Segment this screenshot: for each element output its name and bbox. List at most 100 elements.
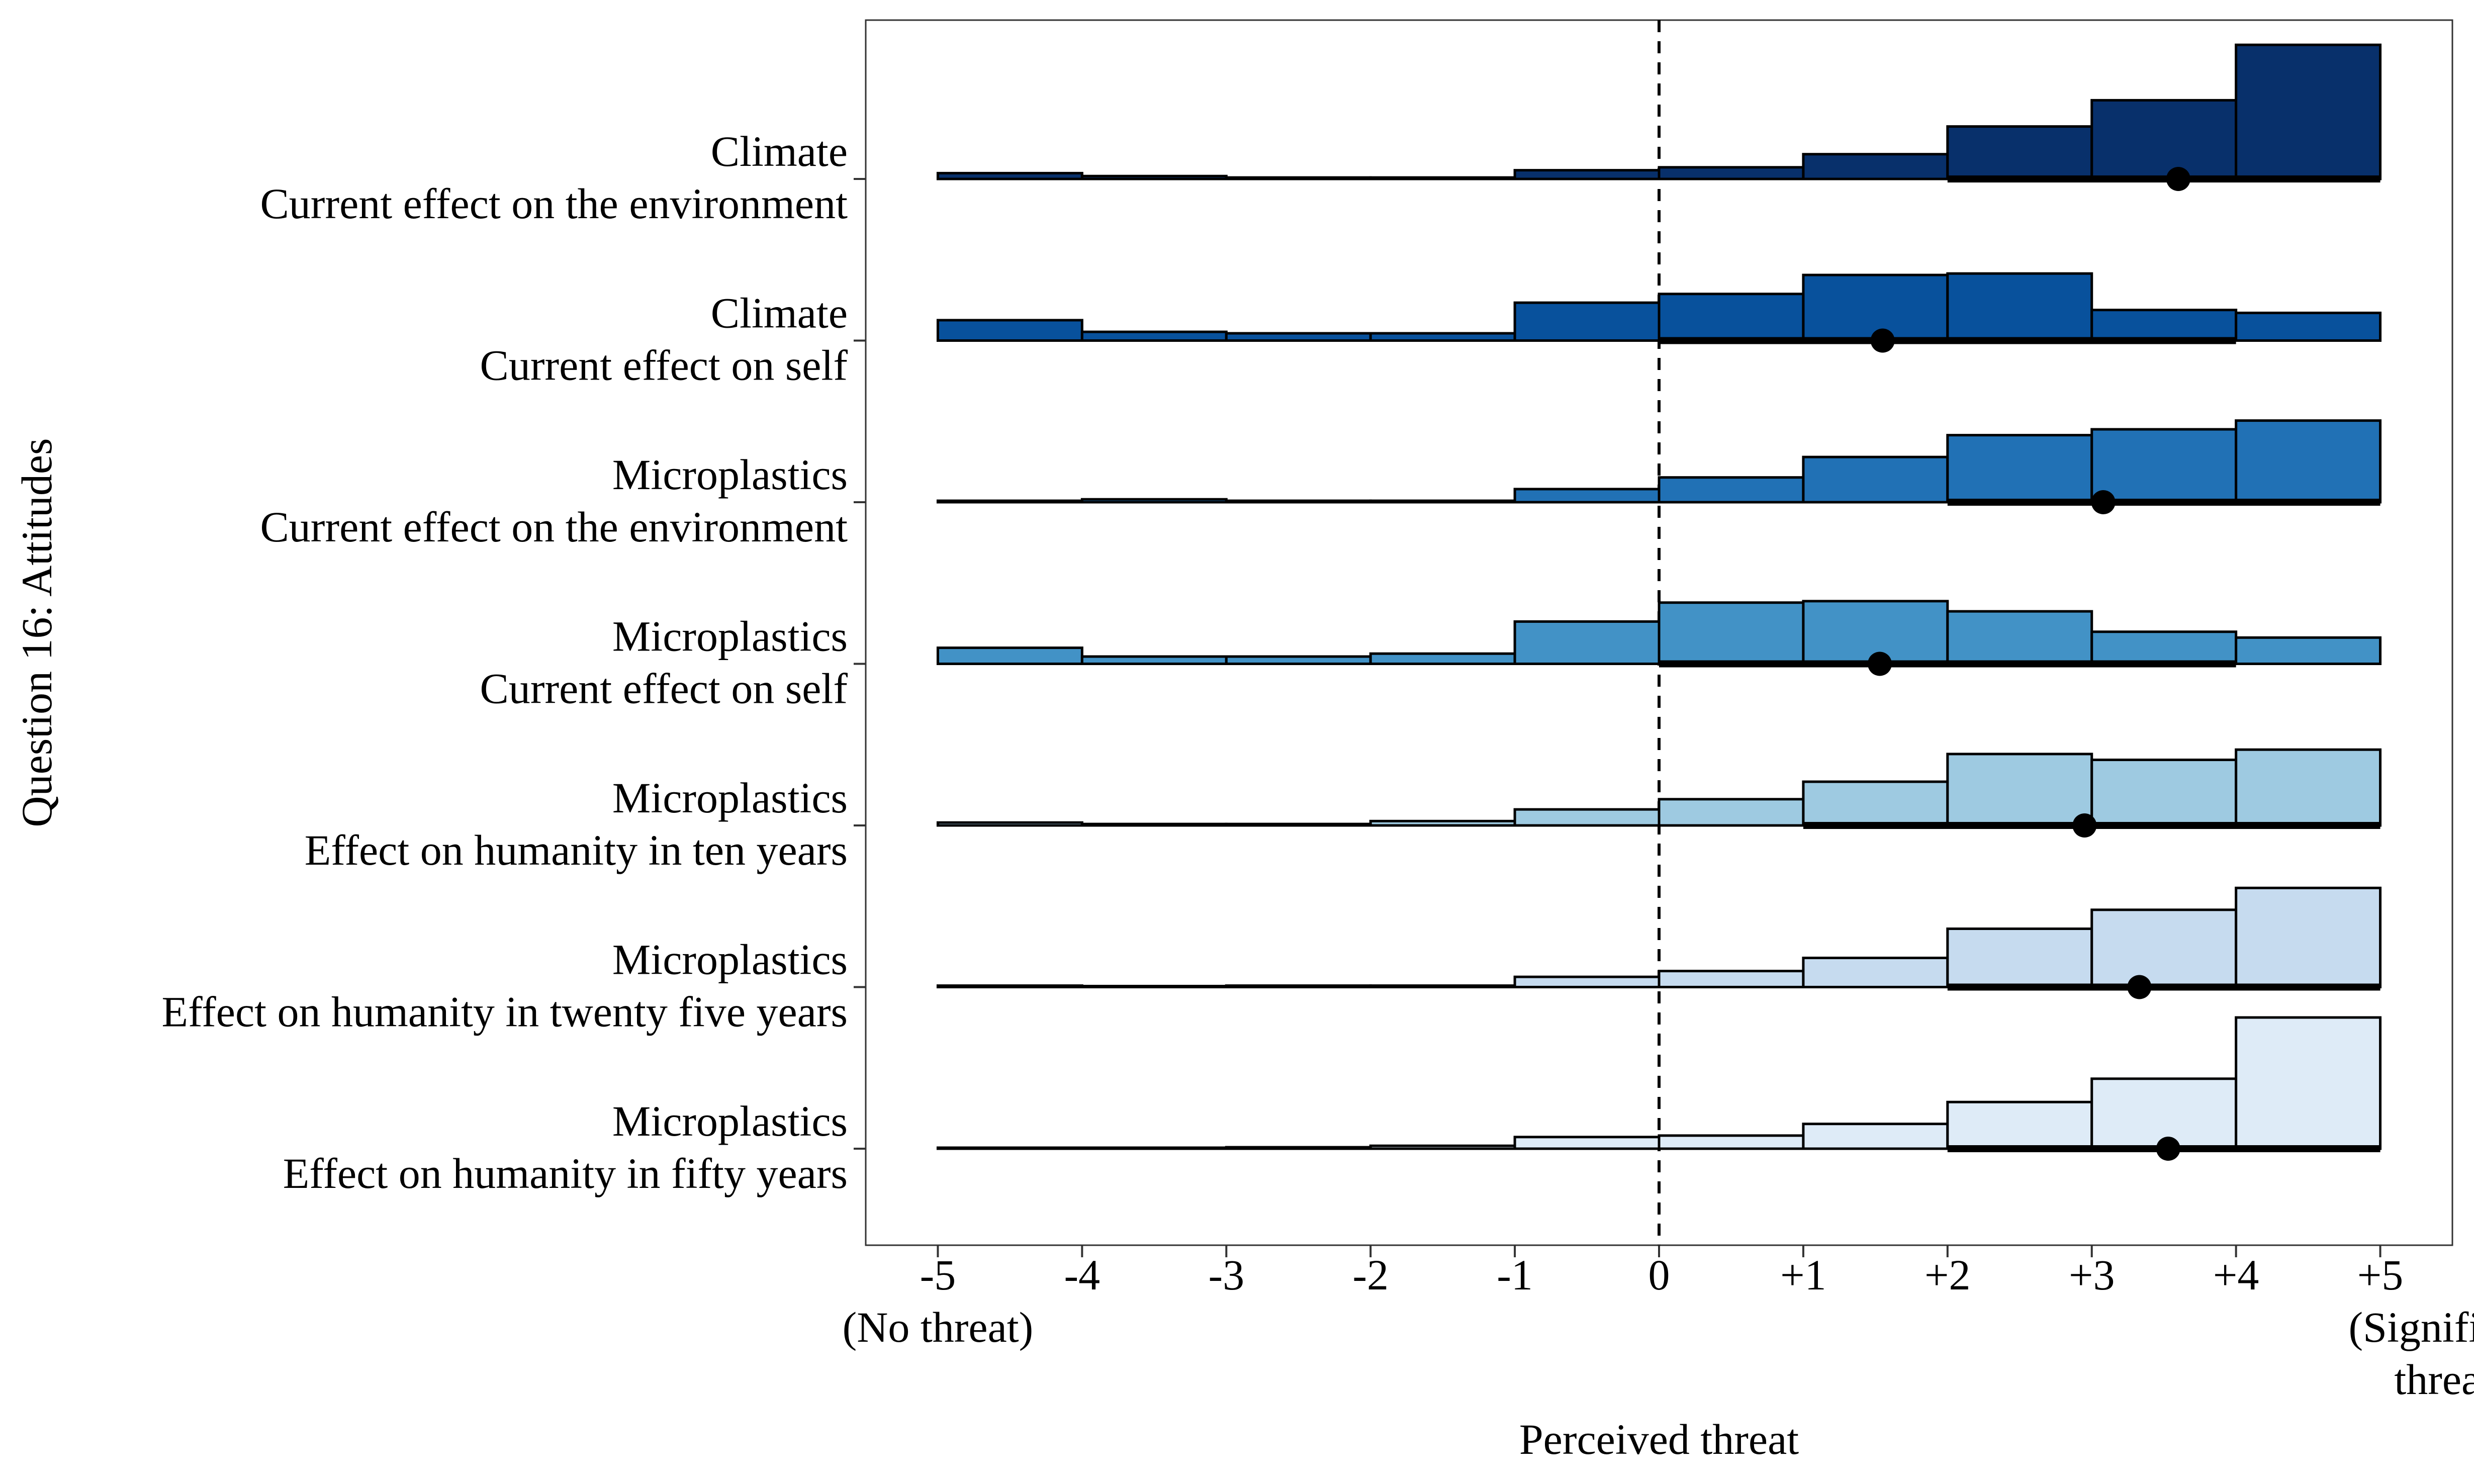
histogram-bar [2235,886,2382,989]
x-tick-label: +3 [2069,1251,2115,1299]
histogram-bar [1225,822,1372,827]
histogram-bar [1658,798,1805,827]
histogram-bar [1225,176,1372,180]
median-point [2166,167,2190,191]
plot-panel [865,19,2453,1246]
y-category-label-line: Microplastics [612,774,848,822]
histogram-bar [1946,753,2093,827]
y-category-label-line: Current effect on the environment [260,503,848,551]
histogram-bar [1225,499,1372,504]
y-category-label-line: Effect on humanity in twenty five years [162,988,848,1036]
histogram-bar [2235,311,2382,342]
y-category-label-line: Current effect on the environment [260,179,848,228]
y-category-label-line: Microplastics [612,450,848,499]
histogram-bar [1369,984,1516,988]
histogram-bar [1802,780,1949,827]
histogram-bar [1369,1144,1516,1150]
histogram-bar [1080,330,1228,342]
histogram-bar [1225,332,1372,342]
histogram-bar [1225,1146,1372,1150]
histogram-bar [2235,419,2382,504]
histogram-bar [1080,498,1228,504]
y-axis: Climate Current effect on the environment… [162,127,866,1197]
histogram-bar [1080,1146,1228,1150]
histogram-bar [1658,1134,1805,1150]
histogram-bar [2235,636,2382,666]
y-category-label-line: Climate [711,289,848,337]
x-tick-label: +2 [1925,1251,1971,1299]
histogram-bar [2090,630,2238,665]
histogram-bar [936,171,1083,180]
histogram-bar [1946,434,2093,504]
y-category-label-line: Effect on humanity in fifty years [283,1149,848,1197]
histogram-bar [936,821,1083,827]
histogram-bar [1513,301,1661,342]
x-axis: -5(No threat) -4 -3 -2 -1 0 +1 +2 +3 +4 +5(Signifi… [843,1245,2474,1404]
histogram-bar [1513,1136,1661,1150]
histogram-bar [1513,488,1661,504]
series-layer [936,43,2382,1161]
series-group [936,1016,2382,1161]
x-tick-label: -5 [920,1251,956,1299]
median-point [2156,1137,2180,1161]
histogram-bar [1080,822,1228,827]
median-point [2072,813,2097,838]
histogram-bar [1946,928,2093,988]
histogram-bar [1369,819,1516,827]
histogram-bar [936,499,1083,504]
median-point [1870,328,1895,353]
x-tick-sublabel: (No threat) [843,1303,1034,1351]
x-tick-sublabel-line: (No threat) [843,1303,1034,1351]
histogram-bar [2090,309,2238,342]
x-tick-sublabel: (Significantthreat) [2349,1303,2474,1404]
x-tick-label: 0 [1648,1251,1670,1299]
x-axis-title: Perceived threat [1519,1415,1799,1463]
histogram-bar [2090,1077,2238,1150]
histogram-bar [1802,957,1949,988]
histogram-bar [936,646,1083,665]
y-category-label-line: Climate [711,127,848,175]
histogram-bar [1080,174,1228,180]
median-point [2091,490,2116,514]
histogram-bar [1658,601,1805,665]
y-category-label: Microplastics Effect on humanity in ten y… [305,774,848,874]
histogram-bar [936,1146,1083,1150]
series-group [936,600,2382,676]
histogram-bar [1658,476,1805,504]
y-category-label-line: Current effect on self [480,341,848,390]
x-tick-label: -4 [1064,1251,1101,1299]
series-group [936,748,2382,838]
histogram-bar [1513,620,1661,666]
histogram-bar [2090,99,2238,180]
histogram-bar [1225,655,1372,665]
y-category-label: Microplastics Effect on humanity in fifty… [283,1097,848,1197]
histogram-bar [1802,153,1949,180]
y-category-label: Microplastics Effect on humanity in twent… [162,936,848,1036]
series-group [936,272,2382,353]
y-category-label-line: Effect on humanity in ten years [305,826,848,874]
histogram-bar [1080,985,1228,988]
histogram-bar [1369,652,1516,665]
histogram-bar [1369,176,1516,180]
histogram-bar [1946,272,2093,342]
y-category-label-line: Microplastics [612,1097,848,1145]
x-tick-label: -2 [1352,1251,1389,1299]
histogram-bar [936,319,1083,342]
x-tick-label: +1 [1780,1251,1826,1299]
histogram-bar [1946,125,2093,180]
x-tick-label: -1 [1497,1251,1533,1299]
histogram-bar [2090,759,2238,827]
histogram-bar [2235,43,2382,180]
series-group [936,43,2382,191]
histogram-bar [1369,332,1516,342]
histogram-bar [1658,166,1805,180]
histogram-bar [2090,428,2238,504]
x-tick-sublabel-line: (Significant [2349,1303,2474,1351]
histogram-bar [1946,610,2093,665]
histogram-bar [1802,1123,1949,1150]
median-point [1867,652,1892,676]
y-category-label: Microplastics Current effect on self [480,612,848,713]
median-point [2127,975,2152,999]
histogram-bar [1658,293,1805,342]
